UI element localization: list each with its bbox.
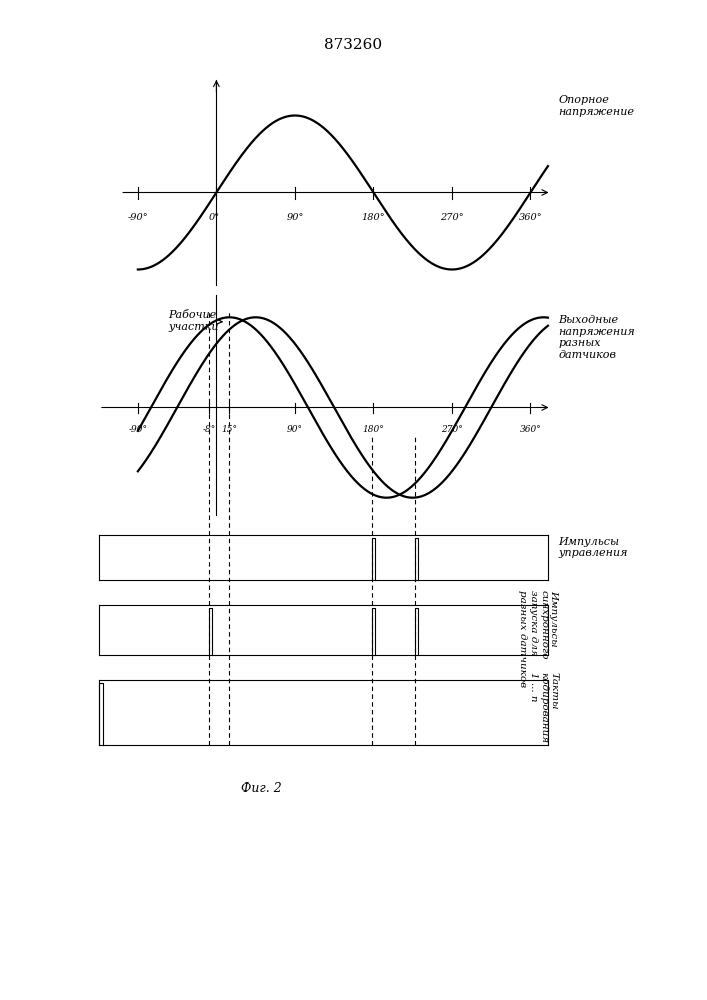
Text: 90°: 90° — [286, 213, 303, 222]
Text: 360°: 360° — [519, 213, 542, 222]
Text: 90°: 90° — [287, 426, 303, 434]
Text: -90°: -90° — [127, 213, 148, 222]
Text: Рабочие
участки: Рабочие участки — [168, 310, 222, 332]
Text: 180°: 180° — [361, 213, 385, 222]
Text: 0°: 0° — [209, 213, 220, 222]
Text: 270°: 270° — [441, 426, 463, 434]
Text: Опорное
напряжение: Опорное напряжение — [559, 95, 634, 117]
Text: Выходные
напряжения
разных
датчиков: Выходные напряжения разных датчиков — [559, 315, 636, 360]
Text: -8°: -8° — [203, 426, 216, 434]
Text: Фиг. 2: Фиг. 2 — [241, 782, 282, 795]
Text: 360°: 360° — [520, 426, 542, 434]
Text: -90°: -90° — [129, 426, 147, 434]
Text: Импульсы
синхронного
запуска для
разных датчиков: Импульсы синхронного запуска для разных … — [518, 590, 559, 687]
Text: 873260: 873260 — [325, 38, 382, 52]
Text: 270°: 270° — [440, 213, 464, 222]
Text: 15°: 15° — [221, 426, 238, 434]
Text: 180°: 180° — [363, 426, 385, 434]
Text: Импульсы
управления: Импульсы управления — [559, 537, 628, 558]
Text: Такты
кодирования
1 ... n: Такты кодирования 1 ... n — [529, 673, 559, 744]
